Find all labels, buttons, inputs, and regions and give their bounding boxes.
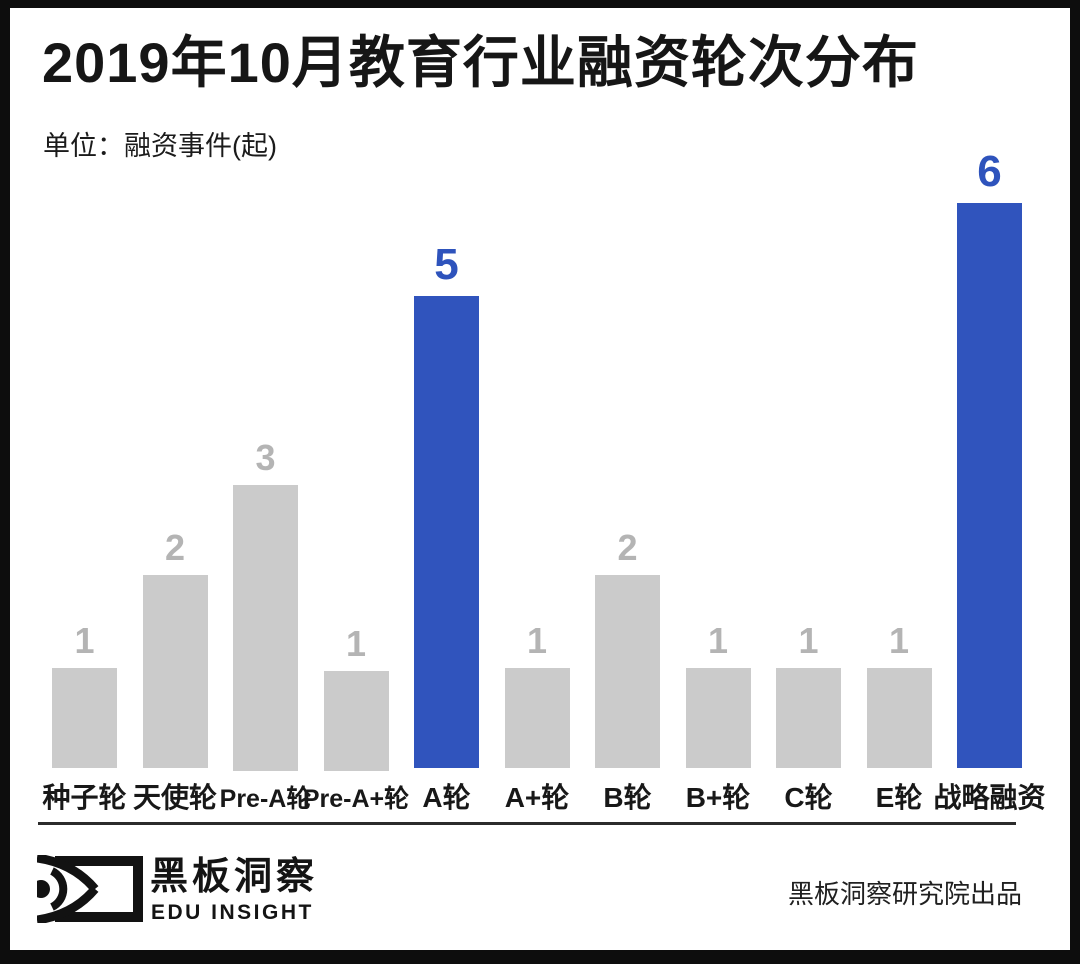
bar-value-label: 2 <box>164 527 186 568</box>
divider-line <box>38 822 1016 825</box>
bar-column: 1 E轮 <box>866 620 932 813</box>
bar-column: 2 B轮 <box>595 530 660 812</box>
chart-title: 2019年10月教育行业融资轮次分布 <box>42 31 919 94</box>
bar-value-label: 1 <box>74 620 95 661</box>
bar-column: 1 Pre-A+轮 <box>303 623 409 812</box>
bar-value-label: 5 <box>434 240 459 289</box>
bar-value-label: 1 <box>707 620 729 661</box>
bar-category-label: A+轮 <box>504 782 570 813</box>
bar-column: 3 Pre-A轮 <box>220 437 312 812</box>
bar-column: 1 A+轮 <box>504 620 570 813</box>
bar-value-label: 1 <box>798 620 819 661</box>
credit-text: 黑板洞察研究院出品 <box>787 879 1022 909</box>
bar-column: 2 天使轮 <box>133 527 217 812</box>
bar-category-label: C轮 <box>784 782 833 813</box>
bar-value-label: 1 <box>888 620 910 661</box>
bar <box>685 668 751 768</box>
bar <box>142 575 208 768</box>
eye-logo-icon <box>37 855 143 923</box>
poster-canvas: 2019年10月教育行业融资轮次分布 单位：融资事件(起) 1 种子轮 2 天使轮 3 P… <box>10 8 1070 950</box>
bar <box>233 485 298 771</box>
bar-category-label: 战略融资 <box>933 782 1046 813</box>
bar-category-label: Pre-A+轮 <box>302 785 410 813</box>
bar <box>414 296 479 768</box>
bar <box>776 668 841 768</box>
bar <box>504 668 570 768</box>
bar-category-label: E轮 <box>875 782 923 813</box>
bar-value-label: 3 <box>255 437 276 478</box>
bar-column: 5 A轮 <box>414 243 479 812</box>
bar-column: 1 种子轮 <box>43 620 127 812</box>
bar-value-label: 6 <box>977 147 1002 196</box>
bar-column: 6 战略融资 <box>934 147 1046 812</box>
unit-label: 单位：融资事件(起) <box>43 131 277 161</box>
bar <box>323 671 389 771</box>
bar-category-label: A轮 <box>422 782 471 813</box>
bar <box>595 575 660 768</box>
bar-value-label: 2 <box>617 527 638 568</box>
bar-category-label: 种子轮 <box>42 782 127 813</box>
bar-column: 1 B+轮 <box>685 620 751 813</box>
bar-category-label: B+轮 <box>685 782 751 813</box>
bar-value-label: 1 <box>526 620 548 661</box>
bar-category-label: Pre-A轮 <box>219 785 312 813</box>
bar-chart: 1 种子轮 2 天使轮 3 Pre-A轮 1 Pre-A+轮 5 A轮 1 A+轮 2 B轮 1 B+轮 1 C轮… <box>43 147 1046 813</box>
bar <box>866 668 932 768</box>
bar-category-label: B轮 <box>603 782 652 813</box>
bar-category-label: 天使轮 <box>133 782 218 813</box>
bar-value-label: 1 <box>345 623 367 664</box>
brand-name-cn: 黑板洞察 <box>150 856 319 898</box>
bar-column: 1 C轮 <box>776 623 841 812</box>
bar <box>957 203 1022 768</box>
bar <box>52 668 117 768</box>
brand-name-en: EDU INSIGHT <box>151 901 314 924</box>
